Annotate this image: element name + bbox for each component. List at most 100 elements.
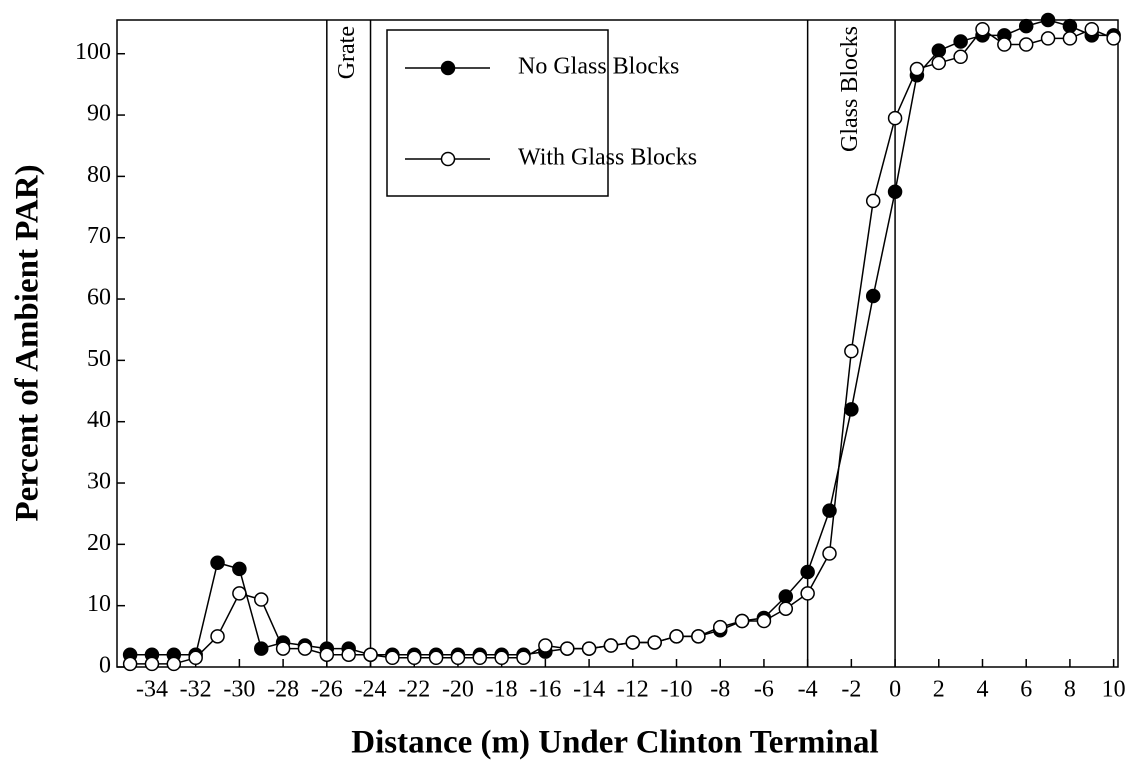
point — [691, 629, 706, 644]
point — [931, 55, 947, 71]
point — [756, 613, 772, 629]
x-tick-label: -2 — [841, 677, 861, 703]
point — [494, 650, 509, 666]
x-tick-label: -30 — [223, 677, 255, 703]
point — [1018, 37, 1034, 52]
point — [800, 564, 815, 580]
x-tick-label: -22 — [398, 677, 430, 703]
point — [581, 641, 597, 656]
y-tick-label: 80 — [87, 162, 111, 188]
y-tick-label: 20 — [87, 530, 111, 556]
series-line — [130, 19, 1114, 656]
point — [647, 635, 662, 650]
point — [122, 656, 138, 672]
plot-frame — [116, 19, 1119, 668]
point — [538, 638, 553, 653]
x-tick-label: 2 — [933, 677, 945, 703]
point — [887, 110, 903, 126]
legend-label: With Glass Blocks — [518, 145, 697, 171]
point — [669, 629, 684, 644]
point — [844, 402, 859, 417]
y-tick-label: 70 — [87, 223, 111, 249]
x-tick-label: -12 — [617, 677, 649, 703]
series-line — [130, 28, 1114, 665]
point — [1062, 18, 1078, 34]
point — [1018, 18, 1034, 34]
point — [734, 613, 750, 629]
legend-label: No Glass Blocks — [518, 54, 679, 80]
x-tick-label: -20 — [442, 677, 474, 703]
point — [406, 650, 422, 666]
point — [428, 650, 444, 666]
legend-marker — [440, 151, 456, 167]
point — [953, 49, 968, 65]
point — [232, 561, 247, 577]
point — [253, 641, 269, 656]
x-tick-label: 4 — [976, 677, 988, 703]
y-tick-label: 60 — [87, 285, 111, 311]
point — [188, 650, 203, 666]
y-axis-title: Percent of Ambient PAR) — [10, 164, 46, 521]
point — [1040, 12, 1056, 28]
point — [953, 34, 968, 49]
point — [472, 650, 488, 666]
point — [1062, 31, 1078, 46]
x-tick-label: -28 — [267, 677, 299, 703]
point — [822, 503, 837, 518]
y-tick-label: 50 — [87, 346, 111, 372]
y-tick-label: 0 — [99, 653, 111, 679]
legend-box — [386, 29, 609, 197]
point — [1040, 31, 1056, 46]
x-tick-label: 10 — [1102, 677, 1126, 703]
point — [975, 21, 990, 37]
point — [603, 638, 619, 653]
point — [778, 601, 794, 616]
x-tick-label: -34 — [136, 677, 168, 703]
x-tick-label: -4 — [798, 677, 818, 703]
x-tick-label: -18 — [486, 677, 518, 703]
x-tick-label: 8 — [1064, 677, 1076, 703]
x-tick-label: -6 — [754, 677, 774, 703]
point — [887, 184, 903, 199]
point — [253, 592, 269, 607]
point — [144, 656, 160, 672]
point — [232, 586, 247, 601]
x-tick-label: -24 — [355, 677, 387, 703]
point — [450, 650, 466, 666]
point — [1084, 21, 1100, 37]
point — [166, 656, 182, 672]
y-tick-label: 90 — [87, 101, 111, 127]
x-tick-label: -26 — [311, 677, 343, 703]
x-tick-label: -14 — [573, 677, 605, 703]
point — [844, 343, 859, 359]
legend-marker — [440, 60, 456, 76]
y-tick-label: 40 — [87, 407, 111, 433]
x-tick-label: -8 — [710, 677, 730, 703]
x-tick-label: -16 — [529, 677, 561, 703]
point — [997, 37, 1012, 52]
point — [516, 650, 531, 666]
y-tick-label: 10 — [87, 591, 111, 617]
point — [210, 629, 225, 644]
point — [1106, 31, 1121, 46]
point — [363, 647, 378, 662]
point — [800, 586, 815, 601]
point — [210, 555, 225, 570]
point — [625, 635, 641, 650]
point — [909, 61, 925, 77]
point — [559, 641, 575, 656]
point — [822, 546, 837, 561]
annotation: Grate — [334, 26, 360, 79]
x-tick-label: -10 — [661, 677, 693, 703]
x-tick-label: 0 — [889, 677, 901, 703]
point — [319, 647, 335, 662]
point — [931, 43, 947, 58]
point — [297, 641, 313, 656]
point — [385, 650, 400, 666]
annotation: Glass Blocks — [837, 26, 863, 152]
point — [778, 589, 794, 604]
x-tick-label: 6 — [1020, 677, 1032, 703]
point — [712, 619, 728, 635]
y-tick-label: 100 — [75, 39, 111, 65]
